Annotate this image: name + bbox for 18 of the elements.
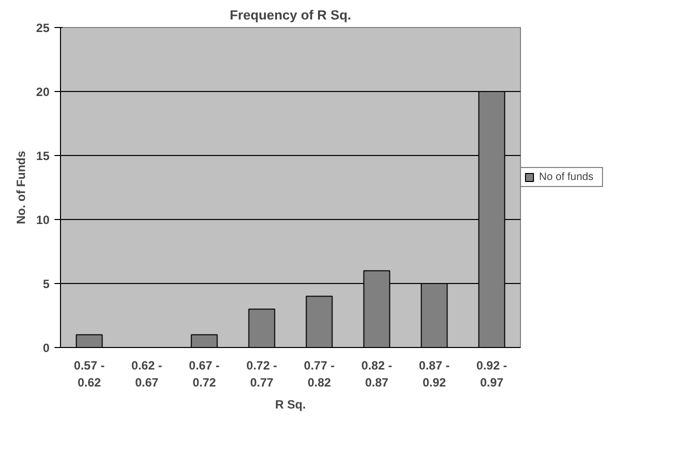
chart-title: Frequency of R Sq. — [230, 8, 352, 22]
x-tick-label: 0.72 - 0.77 — [246, 358, 278, 390]
y-tick-label: 15 — [36, 149, 50, 163]
y-tick-label: 25 — [36, 21, 50, 35]
x-tick-label: 0.82 - 0.87 — [361, 358, 392, 390]
legend-label: No of funds — [539, 171, 594, 183]
x-axis-title: R Sq. — [275, 397, 306, 412]
y-axis-title: No. of Funds — [14, 150, 28, 224]
y-tick-label: 20 — [36, 85, 50, 99]
x-tick-label: 0.77 - 0.82 — [304, 358, 335, 390]
y-tick-label: 5 — [42, 277, 50, 291]
x-tick-label: 0.57 - 0.62 — [74, 358, 105, 390]
x-tick-label: 0.67 - 0.72 — [188, 358, 220, 390]
y-tick-label: 10 — [36, 213, 50, 227]
x-tick-label: 0.92 - 0.97 — [476, 358, 508, 390]
x-tick-label: 0.87 - 0.92 — [418, 358, 450, 390]
x-tick-label: 0.62 - 0.67 — [131, 358, 162, 390]
y-tick-label: 0 — [42, 341, 50, 355]
